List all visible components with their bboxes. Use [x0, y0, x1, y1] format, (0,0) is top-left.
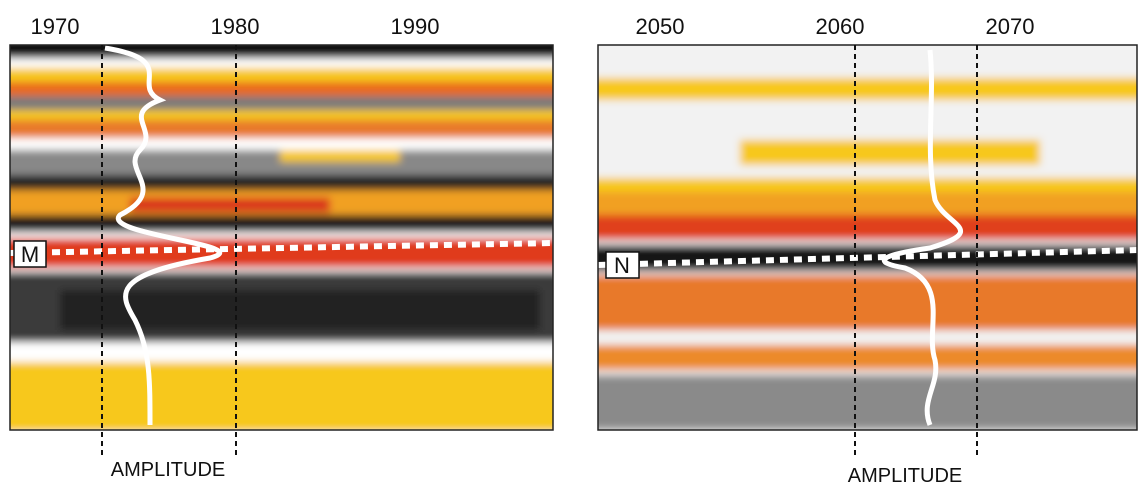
seismic-section-left — [0, 40, 560, 440]
axis-label: AMPLITUDE — [111, 459, 225, 481]
horizon-marker: N — [614, 253, 630, 278]
horizon-marker: M — [21, 242, 39, 267]
figure: M 1970 1980 1990 AMPLITUDE N 2050 2060 2… — [0, 0, 1139, 486]
axis-label: AMPLITUDE — [848, 465, 962, 486]
tick-label: 2050 — [636, 14, 685, 39]
tick-label: 1970 — [31, 14, 80, 39]
tick-label: 2060 — [816, 14, 865, 39]
tick-label: 2070 — [986, 14, 1035, 39]
seismic-section-right — [590, 40, 1139, 440]
tick-label: 1990 — [391, 14, 440, 39]
tick-label: 1980 — [211, 14, 260, 39]
